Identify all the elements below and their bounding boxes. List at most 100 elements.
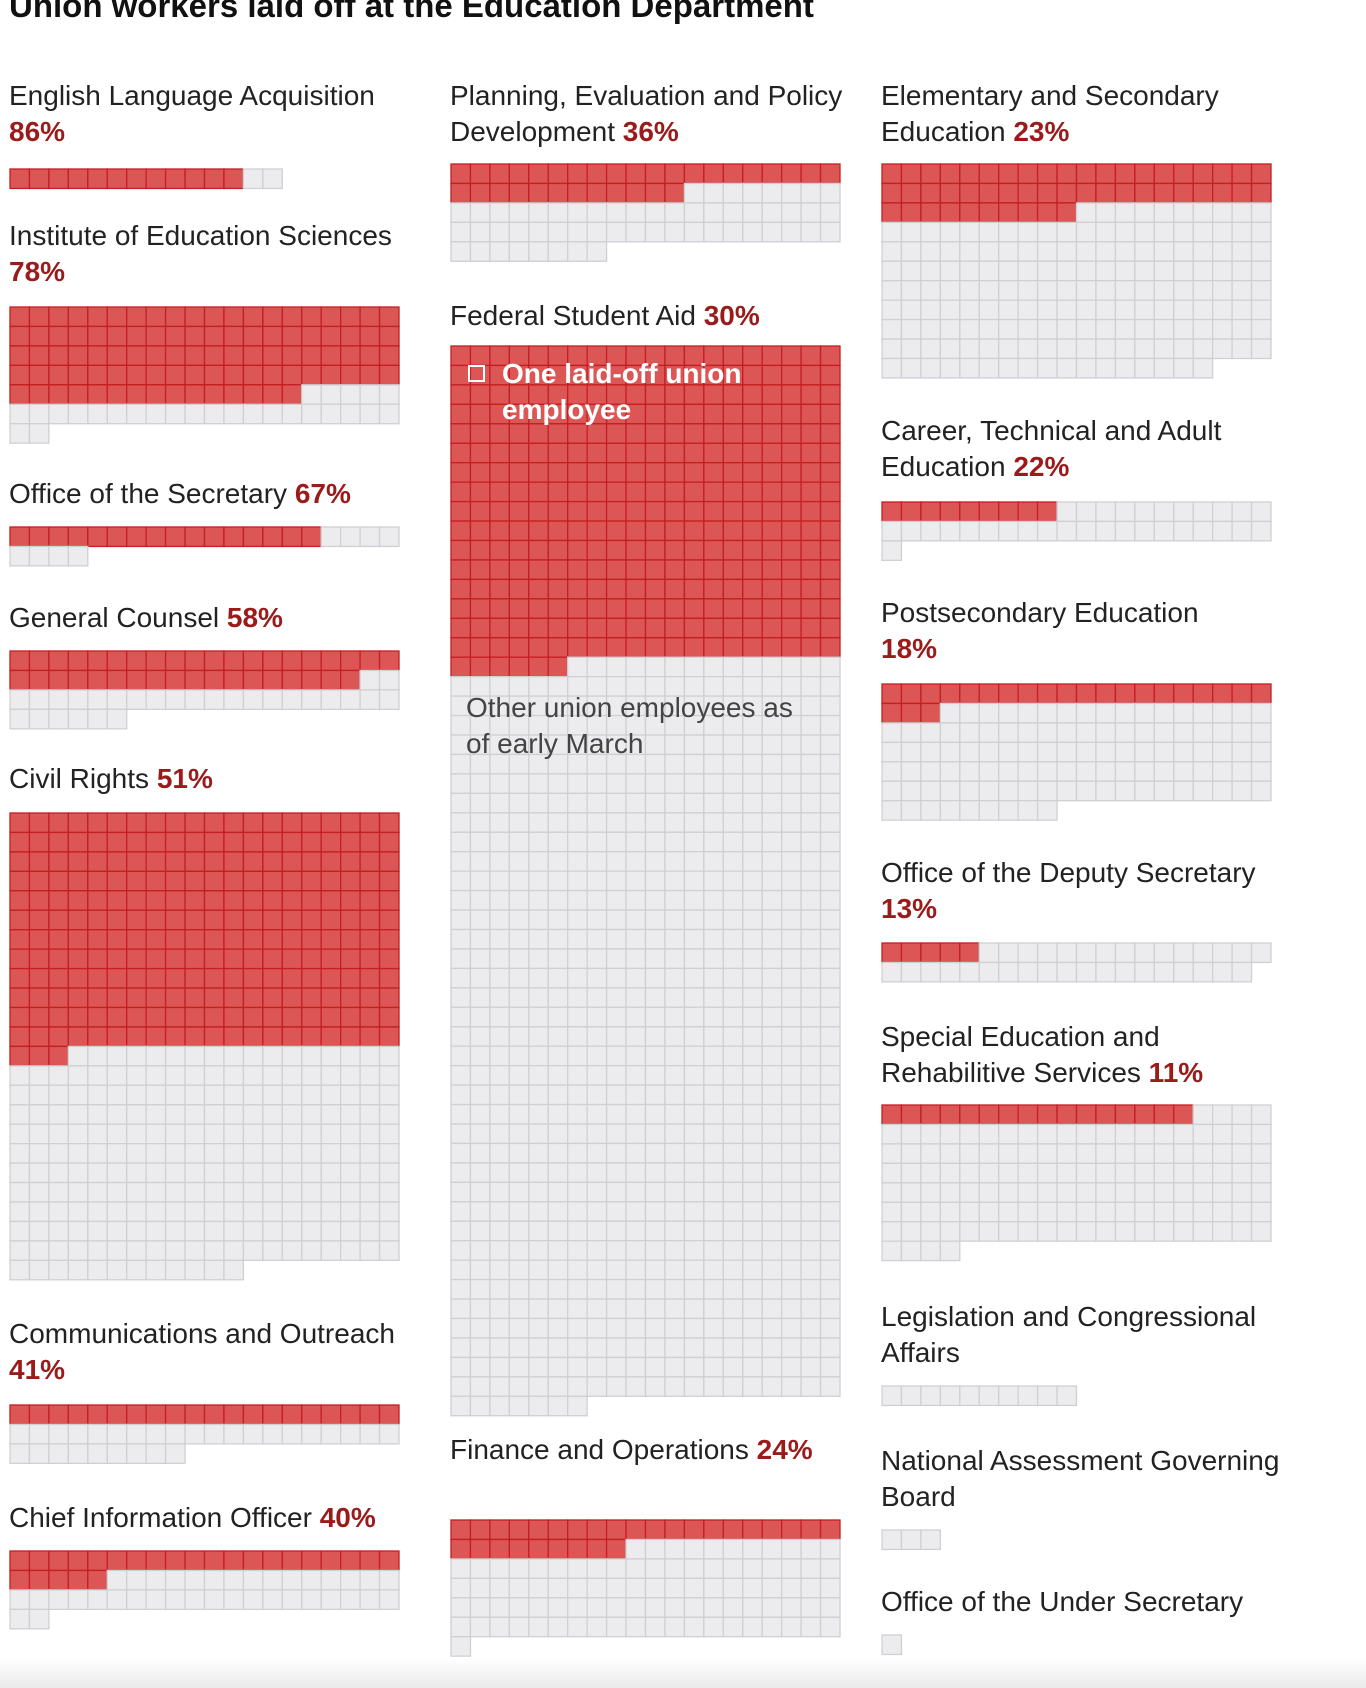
other-employee-square bbox=[1250, 702, 1272, 724]
laid-off-employee-square bbox=[48, 526, 70, 548]
laid-off-employee-square bbox=[67, 306, 89, 328]
other-employee-square bbox=[605, 1577, 627, 1599]
laid-off-employee-square bbox=[469, 481, 491, 503]
other-employee-square bbox=[28, 545, 50, 567]
office-grid bbox=[9, 650, 400, 730]
office-label: Legislation and Congressional Affairs bbox=[881, 1299, 1301, 1371]
other-employee-square bbox=[586, 1084, 608, 1106]
other-employee-square bbox=[1153, 761, 1175, 782]
laid-off-employee-square bbox=[320, 1006, 342, 1028]
other-employee-square bbox=[586, 1259, 608, 1281]
laid-off-employee-square bbox=[301, 870, 322, 892]
laid-off-employee-square bbox=[28, 325, 50, 347]
other-employee-square bbox=[644, 1259, 666, 1281]
other-employee-square bbox=[489, 1201, 511, 1222]
laid-off-employee-square bbox=[800, 462, 822, 483]
other-employee-square bbox=[106, 708, 128, 730]
laid-off-employee-square bbox=[761, 481, 783, 503]
other-employee-square bbox=[508, 1006, 530, 1028]
other-employee-square bbox=[761, 1298, 783, 1320]
other-employee-square bbox=[567, 1045, 588, 1067]
other-employee-square bbox=[1075, 520, 1097, 542]
laid-off-employee-square bbox=[547, 598, 569, 619]
laid-off-employee-square bbox=[320, 1550, 342, 1572]
other-employee-square bbox=[605, 870, 627, 892]
other-employee-square bbox=[998, 722, 1019, 744]
other-employee-square bbox=[939, 1182, 961, 1203]
laid-off-employee-square bbox=[644, 539, 666, 561]
other-employee-square bbox=[998, 520, 1019, 542]
other-employee-square bbox=[1250, 338, 1272, 360]
other-employee-square bbox=[223, 1240, 245, 1261]
laid-off-employee-square bbox=[106, 987, 128, 1009]
other-employee-square bbox=[1153, 961, 1175, 983]
other-employee-square bbox=[780, 851, 802, 872]
other-employee-square bbox=[1250, 1182, 1272, 1203]
laid-off-employee-square bbox=[605, 163, 627, 185]
other-employee-square bbox=[48, 1201, 70, 1223]
other-employee-square bbox=[998, 761, 1019, 782]
laid-off-employee-square bbox=[625, 520, 647, 542]
other-employee-square bbox=[800, 1317, 822, 1339]
other-employee-square bbox=[242, 1201, 264, 1223]
office-label: English Language Acquisition 86% bbox=[9, 78, 429, 150]
office-label: Institute of Education Sciences 78% bbox=[9, 218, 429, 290]
other-employee-square bbox=[703, 1298, 724, 1320]
laid-off-employee-square bbox=[203, 526, 225, 548]
laid-off-employee-square bbox=[378, 650, 400, 672]
laid-off-employee-square bbox=[722, 481, 744, 503]
laid-off-employee-square bbox=[978, 163, 1000, 185]
other-employee-square bbox=[450, 1278, 472, 1300]
other-employee-square bbox=[301, 403, 322, 425]
other-employee-square bbox=[605, 1181, 627, 1203]
laid-off-employee-square bbox=[164, 948, 186, 970]
other-employee-square bbox=[469, 1278, 491, 1300]
laid-off-employee-square bbox=[145, 1404, 167, 1426]
other-employee-square bbox=[800, 1006, 822, 1028]
other-employee-square bbox=[450, 1065, 472, 1086]
other-employee-square bbox=[742, 1558, 763, 1580]
other-employee-square bbox=[625, 1376, 647, 1397]
other-employee-square bbox=[528, 202, 549, 224]
other-employee-square bbox=[625, 1278, 647, 1300]
other-employee-square bbox=[145, 1123, 167, 1145]
laid-off-employee-square bbox=[223, 929, 245, 950]
laid-off-employee-square bbox=[126, 669, 147, 691]
other-employee-square bbox=[625, 1616, 647, 1638]
laid-off-employee-square bbox=[508, 481, 530, 503]
other-employee-square bbox=[780, 1356, 802, 1378]
other-employee-square bbox=[1095, 1162, 1117, 1184]
laid-off-employee-square bbox=[359, 967, 381, 989]
other-employee-square bbox=[67, 1423, 89, 1445]
other-employee-square bbox=[1056, 1143, 1078, 1165]
laid-off-employee-square bbox=[978, 1104, 1000, 1126]
other-employee-square bbox=[819, 1317, 841, 1339]
laid-off-employee-square bbox=[106, 1026, 128, 1048]
laid-off-employee-square bbox=[262, 345, 283, 367]
laid-off-employee-square bbox=[223, 831, 245, 853]
laid-off-employee-square bbox=[567, 559, 588, 581]
other-employee-square bbox=[1192, 221, 1214, 243]
laid-off-employee-square bbox=[67, 909, 89, 931]
other-employee-square bbox=[1250, 280, 1272, 301]
other-employee-square bbox=[742, 1337, 763, 1359]
other-employee-square bbox=[126, 1443, 147, 1465]
other-employee-square bbox=[1075, 702, 1097, 724]
laid-off-employee-square bbox=[586, 481, 608, 503]
other-employee-square bbox=[339, 1123, 361, 1145]
other-employee-square bbox=[320, 1201, 342, 1223]
laid-off-employee-square bbox=[742, 1519, 763, 1541]
laid-off-employee-square bbox=[164, 890, 186, 911]
other-employee-square bbox=[722, 812, 744, 833]
other-employee-square bbox=[586, 202, 608, 224]
laid-off-employee-square bbox=[489, 559, 511, 581]
other-employee-square bbox=[567, 1259, 588, 1281]
laid-off-employee-square bbox=[145, 929, 167, 950]
other-employee-square bbox=[320, 1084, 342, 1106]
other-employee-square bbox=[644, 221, 666, 243]
other-employee-square bbox=[625, 1084, 647, 1106]
other-employee-square bbox=[683, 1558, 705, 1580]
other-employee-square bbox=[664, 1298, 686, 1320]
other-employee-square bbox=[742, 851, 763, 872]
other-employee-square bbox=[547, 831, 569, 853]
